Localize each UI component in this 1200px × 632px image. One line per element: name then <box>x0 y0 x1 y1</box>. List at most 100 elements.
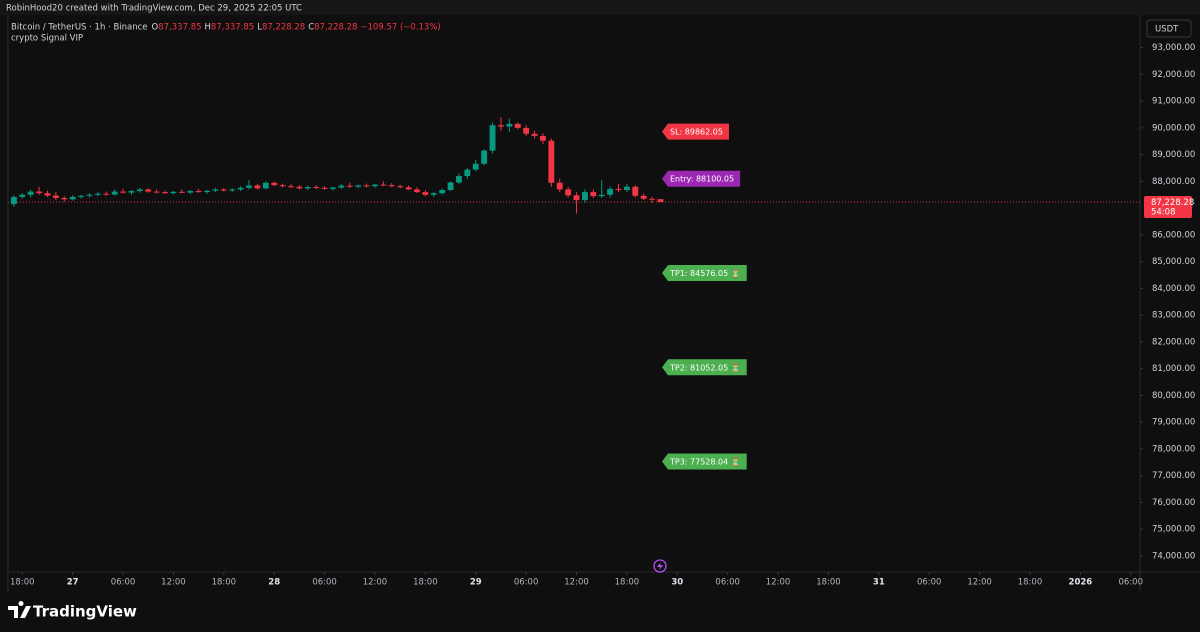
signal-tag-shape <box>662 265 747 282</box>
y-tick-label: 76,000.00 <box>1152 498 1195 508</box>
y-tick-label: 81,000.00 <box>1152 364 1195 374</box>
x-tick-label: 18:00 <box>1018 578 1043 588</box>
candle-body <box>539 135 546 141</box>
y-tick-label: 82,000.00 <box>1152 337 1195 347</box>
ohlc-key: O <box>152 23 159 33</box>
signal-tag: Entry: 88100.05 <box>662 170 741 187</box>
candle-body <box>111 191 118 195</box>
x-tick-label: 18:00 <box>212 578 237 588</box>
ohlc-value: 87,228.28 <box>262 23 305 33</box>
signal-tag-label: SL: 89862.05 <box>670 128 723 137</box>
candle-body <box>439 189 446 194</box>
candle-body <box>212 189 219 191</box>
candle-body <box>447 182 454 190</box>
currency-label[interactable]: USDT <box>1155 25 1179 35</box>
y-tick-label: 77,000.00 <box>1152 471 1195 481</box>
x-tick-label: 28 <box>268 578 280 588</box>
chart-title: Bitcoin / TetherUS · 1h · Binance <box>11 23 148 33</box>
candle-body <box>514 123 521 128</box>
candle-body <box>187 191 194 193</box>
signal-tag-shape <box>662 170 741 187</box>
x-tick-label: 18:00 <box>816 578 841 588</box>
logo-text: TradingView <box>33 603 137 621</box>
candle-body <box>204 190 210 193</box>
candle-body <box>246 185 252 188</box>
candle-body <box>178 191 185 193</box>
signal-tag-shape <box>662 359 747 376</box>
x-tick-label: 12:00 <box>363 578 388 588</box>
candle-body <box>36 191 43 194</box>
currency-button[interactable] <box>1146 19 1192 38</box>
candle-body <box>338 185 345 188</box>
x-tick-label: 06:00 <box>111 578 136 588</box>
ohlc-value: 87,337.85 <box>158 23 201 33</box>
x-tick-label: 06:00 <box>1119 578 1144 588</box>
candle-body <box>153 191 160 193</box>
candle-body <box>52 195 59 198</box>
candle-body <box>103 193 110 195</box>
footer <box>0 592 1200 632</box>
candle-body <box>19 194 26 197</box>
y-tick-label: 90,000.00 <box>1152 123 1195 133</box>
candle-body <box>598 194 605 197</box>
y-tick-label: 91,000.00 <box>1152 97 1195 107</box>
candle-body <box>531 133 538 136</box>
candle-body <box>44 193 51 196</box>
candle-body <box>355 185 362 187</box>
candle-body <box>640 195 647 199</box>
candle-body <box>120 191 126 193</box>
candle-body <box>657 199 664 203</box>
candle-body <box>573 195 580 201</box>
candle-body <box>136 189 143 192</box>
x-tick-label: 18:00 <box>413 578 438 588</box>
x-tick-label: 12:00 <box>161 578 186 588</box>
candle-body <box>388 185 395 187</box>
logo-mark <box>8 601 31 618</box>
candle-body <box>254 185 261 189</box>
y-tick-label: 92,000.00 <box>1152 70 1195 80</box>
candle-body <box>380 184 387 186</box>
candle-body <box>456 176 462 183</box>
candle-body <box>581 192 588 201</box>
candle-body <box>548 140 555 183</box>
candle-body <box>330 187 336 189</box>
candle-body <box>430 193 437 195</box>
candle-body <box>279 185 286 187</box>
event-icon[interactable] <box>653 559 667 573</box>
signal-tag-label: TP1: 84576.05 ⏳ <box>669 268 741 278</box>
candle-body <box>498 125 504 127</box>
ohlc-value: 87,228.28 <box>314 23 357 33</box>
candle-body <box>78 195 84 197</box>
signal-tag: SL: 89862.05 <box>662 123 729 140</box>
candle-body <box>414 189 420 193</box>
candle-body <box>481 150 488 164</box>
ohlc-key: C <box>308 23 314 33</box>
candle-body <box>27 191 34 195</box>
candle-body <box>472 163 479 170</box>
x-tick-label: 12:00 <box>766 578 791 588</box>
signal-tag-label: Entry: 88100.05 <box>670 175 734 184</box>
signal-tag-shape <box>662 453 747 470</box>
y-tick-label: 84,000.00 <box>1152 284 1195 294</box>
y-tick-label: 88,000.00 <box>1152 177 1195 187</box>
x-tick-label: 06:00 <box>312 578 337 588</box>
candle-body <box>590 192 597 197</box>
candle-body <box>170 191 177 194</box>
candle-body <box>10 196 17 205</box>
last-price-label: 87,228.28 <box>1151 198 1194 208</box>
candle-body <box>464 169 471 177</box>
candle-body <box>262 182 269 189</box>
candle-body <box>346 185 353 187</box>
x-tick-label: 30 <box>671 578 683 588</box>
signal-tag: TP3: 77528.04 ⏳ <box>662 453 747 470</box>
candle-body <box>128 191 135 193</box>
y-tick-label: 93,000.00 <box>1152 43 1195 53</box>
y-tick-label: 83,000.00 <box>1152 311 1195 321</box>
candle-body <box>195 191 202 193</box>
candle-body <box>405 187 412 190</box>
y-tick-label: 89,000.00 <box>1152 150 1195 160</box>
y-tick-label: 75,000.00 <box>1152 525 1195 535</box>
ohlc-key: L <box>257 23 262 33</box>
